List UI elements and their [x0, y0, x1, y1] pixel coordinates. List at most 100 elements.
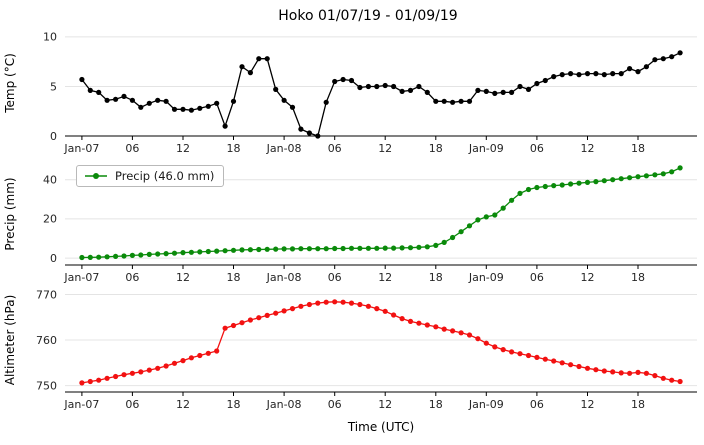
altimeter-marker	[298, 303, 304, 309]
chart-title: Hoko 01/07/19 - 01/09/19	[278, 8, 457, 24]
altimeter-marker	[197, 352, 203, 359]
precip-marker	[534, 184, 540, 191]
altimeter-marker	[627, 370, 633, 376]
x-tick-label: 12	[176, 271, 190, 284]
temperature-marker	[551, 74, 557, 80]
precip-marker	[357, 245, 363, 251]
altimeter-axis-label: Altimeter (hPa)	[3, 295, 17, 386]
plot-layer: 0 5 10 Jan-07 06 12 18 Jan-08 06 12 18 Jan-09 06 12 18…	[36, 31, 697, 411]
temperature-marker	[138, 104, 144, 110]
precip-marker	[458, 229, 464, 235]
precip-marker	[391, 245, 397, 251]
precip-marker	[163, 251, 169, 257]
temperature-marker	[466, 98, 473, 104]
altimeter-marker	[188, 355, 194, 361]
temperature-marker	[306, 130, 312, 136]
altimeter-marker	[517, 351, 523, 357]
precip-marker	[542, 183, 548, 190]
altimeter-marker	[450, 328, 456, 334]
precip-marker	[104, 254, 110, 260]
x-tick-label: 18	[429, 142, 443, 155]
temperature-marker	[289, 104, 296, 110]
temperature-marker	[214, 100, 220, 106]
precip-marker	[281, 246, 287, 252]
x-tick-label: 18	[631, 398, 645, 411]
precip-marker	[568, 181, 574, 187]
temperature-marker	[559, 72, 565, 78]
temperature-marker	[576, 72, 582, 78]
altimeter-marker	[382, 308, 388, 314]
altimeter-marker	[374, 306, 380, 312]
precip-marker	[306, 246, 312, 252]
altimeter-marker	[171, 360, 178, 366]
precip-marker	[348, 245, 355, 251]
precip-marker	[635, 174, 641, 180]
precip-marker	[652, 172, 658, 178]
x-tick-label: 06	[530, 398, 544, 411]
altimeter-marker	[399, 316, 405, 322]
altimeter-marker	[509, 349, 515, 355]
y-tick-label: 750	[36, 379, 57, 392]
x-tick-label: 06	[125, 271, 139, 284]
legend-label: Precip (46.0 mm)	[115, 169, 215, 183]
altimeter-marker	[79, 380, 85, 386]
temperature-marker	[129, 97, 135, 103]
temperature-marker	[298, 126, 304, 132]
altimeter-marker	[281, 308, 287, 314]
temperature-marker	[264, 56, 270, 62]
precip-marker	[171, 250, 178, 256]
x-tick-label: 12	[378, 271, 392, 284]
x-tick-label: 06	[530, 142, 544, 155]
x-tick-label: 06	[530, 271, 544, 284]
x-tick-label: Jan-07	[63, 271, 99, 284]
precip-marker	[643, 173, 650, 179]
altimeter-marker	[306, 301, 312, 308]
temperature-marker	[441, 98, 447, 104]
temperature-marker	[593, 71, 599, 77]
y-tick-label: 20	[43, 213, 57, 226]
precip-marker	[273, 246, 279, 252]
temperature-marker	[315, 133, 321, 139]
temperature-marker	[146, 100, 152, 106]
x-tick-label: 12	[176, 398, 190, 411]
y-tick-label: 0	[50, 130, 57, 143]
precip-marker	[466, 223, 473, 229]
y-tick-label: 40	[43, 174, 57, 187]
temperature-marker	[407, 87, 414, 93]
temperature-marker	[256, 56, 262, 62]
x-tick-label: 12	[581, 398, 595, 411]
temperature-marker	[171, 106, 178, 112]
altimeter-marker	[433, 324, 439, 330]
altimeter-marker	[593, 367, 599, 373]
altimeter-marker	[407, 318, 414, 324]
temperature-marker	[517, 83, 523, 90]
x-tick-label: 18	[227, 142, 241, 155]
x-tick-label: 12	[378, 398, 392, 411]
precip-marker	[205, 248, 211, 255]
precip-marker	[180, 250, 186, 256]
precip-marker	[188, 249, 194, 255]
precip-marker	[576, 180, 582, 186]
temperature-marker	[458, 98, 464, 104]
temperature-marker	[96, 89, 102, 95]
x-tick-label: 06	[328, 398, 342, 411]
altimeter-marker	[635, 369, 641, 375]
temperature-marker	[677, 50, 683, 56]
precip-marker	[475, 217, 481, 223]
precip-marker	[677, 165, 683, 171]
precip-marker	[289, 246, 296, 252]
y-tick-label: 0	[50, 252, 57, 265]
x-tick-label: 12	[378, 142, 392, 155]
precip-marker	[441, 239, 447, 245]
precip-marker	[433, 242, 439, 248]
x-tick-label: 12	[581, 271, 595, 284]
legend: Precip (46.0 mm)	[76, 165, 225, 187]
temperature-marker	[643, 64, 650, 70]
altimeter-marker	[576, 363, 582, 370]
x-tick-label: 06	[125, 398, 139, 411]
temperature-marker	[197, 105, 203, 111]
temperature-marker	[618, 71, 624, 77]
altimeter-marker	[104, 375, 110, 381]
